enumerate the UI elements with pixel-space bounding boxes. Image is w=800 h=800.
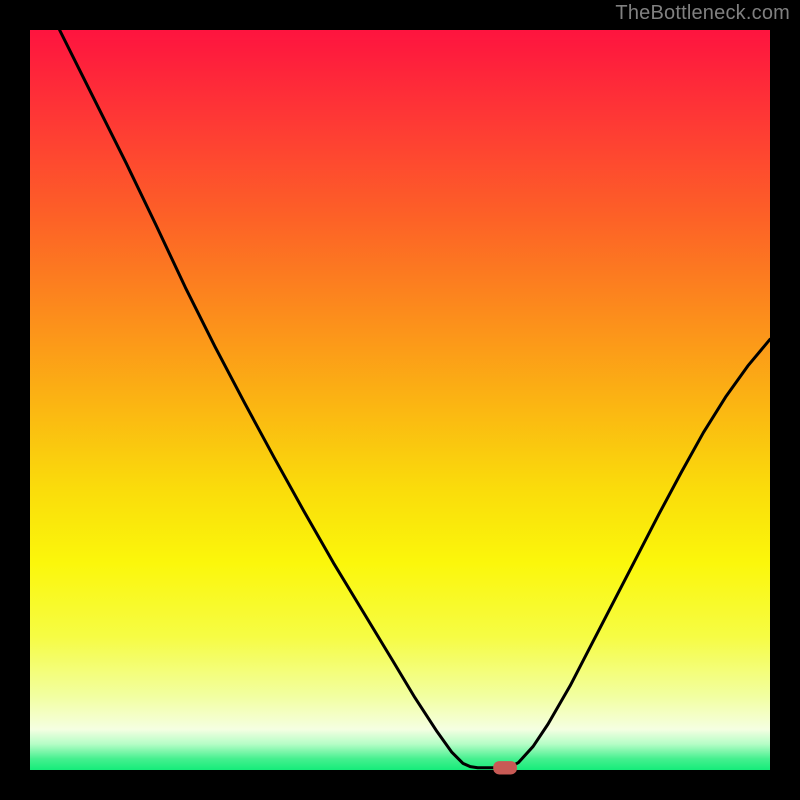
- plot-background: [30, 30, 770, 770]
- attribution-label: TheBottleneck.com: [615, 2, 790, 25]
- optimum-marker: [493, 761, 517, 774]
- chart-container: TheBottleneck.com: [0, 0, 800, 800]
- bottleneck-curve-chart: [0, 0, 800, 800]
